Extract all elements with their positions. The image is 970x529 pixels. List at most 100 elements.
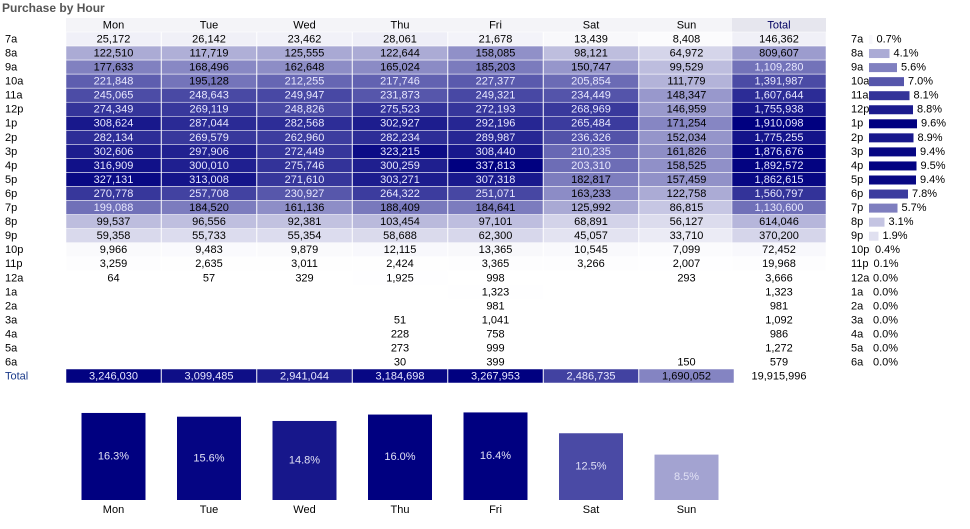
hour-label: 6p [851,188,863,200]
column-header: Sat [583,19,600,31]
cell-value: 2,424 [386,258,414,270]
cell-value: 217,746 [380,76,420,88]
hour-label: 9a [851,62,864,74]
cell-value: 165,024 [380,62,420,74]
share-bar [869,105,913,115]
row-label: 9a [5,62,18,74]
cell-value: 292,196 [476,118,516,130]
cell-value: 146,362 [759,33,799,45]
cell-value: 1,323 [765,286,793,298]
column-header: Sun [677,19,697,31]
cell-value: 327,131 [94,174,134,186]
cell-value: 86,815 [670,202,704,214]
cell-value: 1,130,600 [755,202,804,214]
cell-value: 195,128 [189,76,229,88]
hour-label: 8a [851,47,864,59]
cell-value: 13,439 [574,33,608,45]
cell-value: 13,365 [479,244,513,256]
header-cell [732,18,826,32]
share-bar [869,203,898,213]
cell-value: 221,848 [94,76,134,88]
cell-value: 313,008 [189,174,229,186]
cell-value: 19,968 [762,258,796,270]
cell-value: 1,755,938 [755,104,804,116]
cell-value: 248,643 [189,90,229,102]
cell-value: 1,272 [765,343,793,355]
cell-value: 157,459 [667,174,707,186]
cell-value: 1,775,255 [755,132,804,144]
cell-value: 177,633 [94,62,134,74]
cell-value: 2,007 [673,258,701,270]
hour-label: 5a [851,343,864,355]
cell-value: 998 [486,272,504,284]
cell-value: 33,710 [670,230,704,242]
cell-value: 579 [770,357,788,369]
share-label: 0.0% [873,357,898,369]
row-label: 1a [5,286,18,298]
column-header: Fri [489,19,502,31]
cell-value: 274,349 [94,104,134,116]
hour-label: 3a [851,314,864,326]
x-tick-label: Thu [391,504,410,516]
share-label: 7.8% [912,188,937,200]
share-bar [869,259,870,269]
cell-value: 55,354 [288,230,322,242]
cell-value: 231,873 [380,90,420,102]
cell-value: 981 [770,300,788,312]
row-label: 5p [5,174,17,186]
cell-value: 1,041 [482,314,510,326]
cell-value: 62,300 [479,230,513,242]
heat-cell [161,368,257,384]
cell-value: 329 [295,272,313,284]
cell-value: 3,259 [100,258,128,270]
cell-value: 7,099 [673,244,701,256]
hour-label: 8p [851,216,863,228]
bar-label: 16.4% [480,450,511,462]
hour-label: 6a [851,357,864,369]
share-bar [869,147,916,157]
heat-cell [731,354,827,370]
cell-value: 21,678 [479,33,513,45]
cell-value: 51 [394,314,406,326]
cell-value: 56,127 [670,216,704,228]
cell-value: 59,358 [97,230,131,242]
cell-value: 303,271 [380,174,420,186]
share-label: 5.6% [901,62,926,74]
cell-value: 19,915,996 [751,370,806,382]
x-tick-label: Wed [293,504,315,516]
share-label: 0.1% [874,258,899,270]
share-label: 0.0% [873,328,898,340]
share-label: 8.9% [918,132,943,144]
share-label: 5.7% [902,202,927,214]
cell-value: 251,071 [476,188,516,200]
cell-value: 264,322 [380,188,420,200]
share-bar [869,245,871,255]
cell-value: 230,927 [285,188,325,200]
cell-value: 282,234 [380,132,420,144]
cell-value: 125,992 [571,202,611,214]
cell-value: 614,046 [759,216,799,228]
cell-value: 300,259 [380,160,420,172]
row-label: 7a [5,33,18,45]
heat-cell [65,270,162,286]
hour-label: 7p [851,202,863,214]
share-label: 8.1% [914,90,939,102]
cell-value: 28,061 [383,33,417,45]
cell-value: 162,648 [285,62,325,74]
share-bar [869,63,897,73]
cell-value: 103,454 [380,216,420,228]
hour-label: 4a [851,328,864,340]
cell-value: 287,044 [189,118,229,130]
share-label: 0.0% [873,272,898,284]
share-label: 9.5% [921,160,946,172]
cell-value: 8,408 [673,33,701,45]
cell-value: 96,556 [192,216,226,228]
cell-value: 370,200 [759,230,799,242]
cell-value: 146,959 [667,104,707,116]
cell-value: 227,377 [476,76,516,88]
cell-value: 316,909 [94,160,134,172]
cell-value: 2,635 [195,258,223,270]
cell-value: 92,381 [288,216,322,228]
cell-value: 9,879 [291,244,319,256]
